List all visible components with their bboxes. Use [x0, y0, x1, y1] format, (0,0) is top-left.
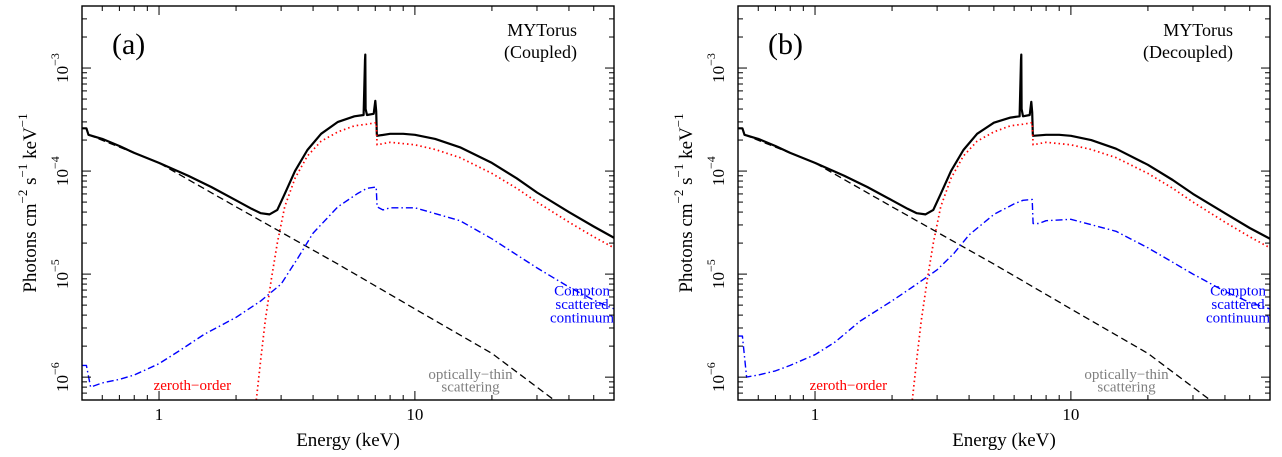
- chart-annotation: optically−thin: [1084, 367, 1169, 383]
- series-line-dotted: [911, 121, 1270, 400]
- x-axis-title: Energy (keV): [952, 430, 1056, 451]
- y-tick-exponent: −6: [48, 362, 62, 375]
- y-axis-title-part: Photons: [676, 231, 697, 292]
- y-axis-title-exponent: −1: [671, 113, 686, 127]
- series-group: [82, 53, 614, 400]
- y-tick-base: 10: [53, 66, 72, 83]
- series-group: [738, 53, 1270, 400]
- y-tick-label: 10−3: [48, 53, 72, 83]
- y-tick-label: 10−3: [704, 53, 728, 83]
- chart-annotation: scattered: [555, 297, 609, 313]
- y-tick-exponent: −3: [704, 53, 718, 66]
- series-line-dashdot: [738, 198, 1270, 378]
- y-tick-base: 10: [53, 375, 72, 392]
- y-tick-exponent: −3: [48, 53, 62, 66]
- chart-annotation: scattered: [1211, 297, 1265, 313]
- series-line-dashdot: [82, 186, 614, 388]
- plot-frame: [81, 5, 615, 401]
- y-axis-title-part: cm: [20, 203, 41, 226]
- x-axis-title: Energy (keV): [296, 430, 400, 451]
- y-axis-title-part: s: [676, 177, 697, 184]
- y-tick-label: 10−6: [48, 362, 72, 392]
- x-tick-label: 10: [1062, 405, 1079, 424]
- y-tick-label: 10−4: [48, 156, 72, 186]
- y-tick-base: 10: [709, 272, 728, 289]
- chart-annotation: scattering: [441, 380, 500, 396]
- series-line-dashed: [738, 127, 1211, 400]
- y-axis-title-part: keV: [20, 127, 41, 159]
- chart-annotation: continuum: [1206, 311, 1270, 327]
- y-axis-title-exponent: −1: [15, 164, 30, 178]
- chart-annotation: zeroth−order: [810, 378, 888, 394]
- y-axis-title-exponent: −1: [15, 113, 30, 127]
- y-axis-title: Photons cm−2 s−1 keV−1: [668, 113, 697, 292]
- y-tick-base: 10: [709, 375, 728, 392]
- y-axis-title-part: s: [20, 177, 41, 184]
- chart-annotation: continuum: [550, 311, 614, 327]
- series-line-dotted: [255, 121, 614, 400]
- chart-annotation: zeroth−order: [154, 378, 232, 394]
- y-axis-title: Photons cm−2 s−1 keV−1: [12, 113, 41, 292]
- y-tick-exponent: −6: [704, 362, 718, 375]
- x-tick-label: 10: [406, 405, 423, 424]
- y-tick-base: 10: [709, 66, 728, 83]
- chart-annotation: optically−thin: [428, 367, 513, 383]
- model-label: (Coupled): [504, 42, 577, 63]
- y-tick-exponent: −4: [704, 156, 718, 169]
- series-line-total: [738, 53, 1270, 240]
- x-tick-label: 1: [811, 405, 820, 424]
- y-axis-title-exponent: −1: [671, 164, 686, 178]
- y-tick-label: 10−5: [704, 259, 728, 289]
- y-tick-base: 10: [53, 169, 72, 186]
- y-tick-base: 10: [53, 272, 72, 289]
- y-axis-title-part: cm: [676, 203, 697, 226]
- plot-frame: [737, 5, 1271, 401]
- model-label: MYTorus: [1163, 20, 1233, 40]
- panel-label: (b): [768, 28, 803, 61]
- y-axis-title-exponent: −2: [671, 190, 686, 204]
- chart-annotation: Compton: [554, 283, 610, 299]
- series-line-total: [82, 53, 614, 239]
- y-tick-exponent: −5: [704, 259, 718, 272]
- y-tick-label: 10−6: [704, 362, 728, 392]
- chart-annotation: scattering: [1097, 380, 1156, 396]
- y-axis-title-part: Photons: [20, 231, 41, 292]
- model-label: MYTorus: [507, 20, 577, 40]
- y-tick-exponent: −5: [48, 259, 62, 272]
- x-tick-label: 1: [155, 405, 164, 424]
- panel-label: (a): [112, 28, 145, 61]
- y-axis-title-exponent: −2: [15, 190, 30, 204]
- chart-annotation: Compton: [1210, 283, 1266, 299]
- y-tick-exponent: −4: [48, 156, 62, 169]
- y-axis-title-part: keV: [676, 127, 697, 159]
- y-tick-label: 10−4: [704, 156, 728, 186]
- series-line-dashed: [82, 127, 555, 400]
- y-tick-label: 10−5: [48, 259, 72, 289]
- model-label: (Decoupled): [1143, 42, 1233, 63]
- y-tick-base: 10: [709, 169, 728, 186]
